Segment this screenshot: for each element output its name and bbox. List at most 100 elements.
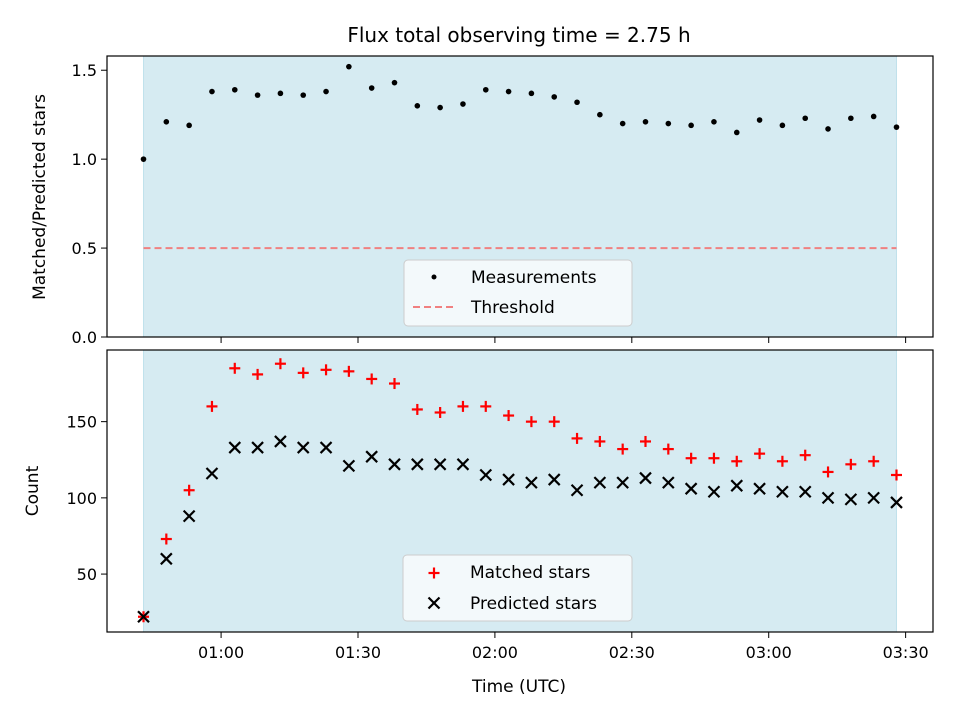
top-frame xyxy=(106,55,934,338)
top-panel: 0.0 0.5 1.0 1.5 Matched/Predicted stars Mea… xyxy=(30,55,934,347)
matched-star-point xyxy=(411,403,423,415)
measurement-point xyxy=(368,85,375,91)
matched-star-point xyxy=(389,378,401,390)
matched-star-point xyxy=(617,443,629,455)
measurement-point xyxy=(391,79,398,86)
bottom-frame xyxy=(106,349,934,633)
bottom-legend: Matched stars Predicted stars xyxy=(402,554,633,622)
matched-star-point xyxy=(229,362,241,374)
legend-measurement-marker xyxy=(431,274,437,280)
predicted-star-point xyxy=(707,485,721,499)
predicted-star-point xyxy=(456,458,470,471)
legend-threshold-label: Threshold xyxy=(470,298,555,318)
matched-star-point xyxy=(731,455,743,467)
top-legend: Measurements Threshold xyxy=(403,259,633,327)
top-y-tick-label: 1.0 xyxy=(72,150,97,169)
measurement-point xyxy=(733,129,740,136)
predicted-star-point xyxy=(730,479,744,492)
matched-star-point xyxy=(297,367,309,379)
x-axis-label: Time (UTC) xyxy=(471,677,566,697)
matched-star-point xyxy=(252,368,264,380)
matched-star-point xyxy=(776,455,788,467)
measurement-point xyxy=(300,92,307,98)
predicted-star-point xyxy=(502,473,515,486)
predicted-star-point xyxy=(205,467,219,480)
matched-star-point xyxy=(366,373,378,385)
predicted-star-point xyxy=(547,473,561,486)
measurement-point xyxy=(825,126,831,132)
top-y-axis-label: Matched/Predicted stars xyxy=(30,94,50,300)
predicted-star-point xyxy=(365,450,378,463)
top-x-ticks xyxy=(220,337,907,343)
predicted-star-point xyxy=(388,458,401,471)
predicted-star-point xyxy=(137,610,150,624)
bottom-y-ticks: 50 100 150 xyxy=(66,413,107,584)
matched-star-point xyxy=(548,416,560,428)
bottom-y-tick-label: 50 xyxy=(77,565,97,584)
matched-star-point xyxy=(160,533,172,545)
predicted-star-point xyxy=(570,483,584,497)
measurement-point xyxy=(209,88,215,95)
measurement-point xyxy=(505,88,512,95)
measurement-point xyxy=(665,120,672,127)
measurement-point xyxy=(528,90,535,97)
top-legend-box xyxy=(403,259,633,327)
predicted-star-point xyxy=(867,491,880,505)
measurement-point xyxy=(597,111,603,118)
matched-star-point xyxy=(799,449,811,461)
measurement-point xyxy=(231,86,238,93)
legend-predicted-marker xyxy=(427,596,441,610)
bottom-y-tick-label: 150 xyxy=(66,413,97,432)
matched-star-point xyxy=(639,435,651,447)
matched-star-point xyxy=(594,435,606,447)
matched-star-point xyxy=(434,406,446,418)
measurement-point xyxy=(323,88,329,95)
measurement-point xyxy=(893,124,900,130)
measurement-point xyxy=(437,104,443,111)
predicted-star-point xyxy=(639,471,652,485)
measurement-point xyxy=(482,86,489,93)
matched-star-point xyxy=(845,458,857,470)
bottom-y-axis-label: Count xyxy=(23,465,43,516)
measurement-point xyxy=(756,117,763,123)
measurement-point xyxy=(711,119,717,125)
predicted-star-point xyxy=(251,441,264,454)
predicted-star-point xyxy=(182,509,196,523)
top-y-ticks: 0.0 0.5 1.0 1.5 xyxy=(72,61,107,347)
measurement-point xyxy=(254,92,261,98)
measurement-point xyxy=(163,119,170,125)
top-markers xyxy=(140,63,900,162)
predicted-star-point xyxy=(616,476,629,489)
matched-star-point xyxy=(183,484,195,496)
matched-star-point xyxy=(343,365,355,377)
matched-star-point xyxy=(457,400,469,412)
top-y-tick-label: 1.5 xyxy=(72,61,97,80)
bottom-legend-box xyxy=(402,554,633,622)
measurement-point xyxy=(870,113,877,120)
measurement-point xyxy=(779,122,786,129)
predicted-star-point xyxy=(296,441,310,454)
predicted-star-point xyxy=(798,485,812,499)
predicted-star-point xyxy=(228,441,242,454)
top-y-tick-label: 0.5 xyxy=(72,239,97,258)
matched-star-point xyxy=(822,466,834,478)
predicted-star-point xyxy=(753,482,766,495)
matched-star-point xyxy=(708,452,720,464)
predicted-star-point xyxy=(890,496,903,509)
bottom-markers xyxy=(137,358,903,624)
measurement-point xyxy=(574,99,580,106)
predicted-star-point xyxy=(821,491,835,505)
measurement-point xyxy=(414,102,421,109)
measurement-point xyxy=(802,115,809,122)
measurement-point xyxy=(186,122,192,129)
predicted-star-point xyxy=(844,493,858,506)
predicted-star-point xyxy=(319,441,333,454)
x-tick-label: 03:00 xyxy=(746,643,792,662)
bottom-x-ticks: 01:00 01:30 02:00 02:30 03:00 03:30 xyxy=(198,632,929,662)
matched-star-point xyxy=(503,410,515,422)
predicted-star-point xyxy=(479,468,493,482)
matched-star-point xyxy=(274,358,286,370)
predicted-star-point xyxy=(525,476,538,489)
